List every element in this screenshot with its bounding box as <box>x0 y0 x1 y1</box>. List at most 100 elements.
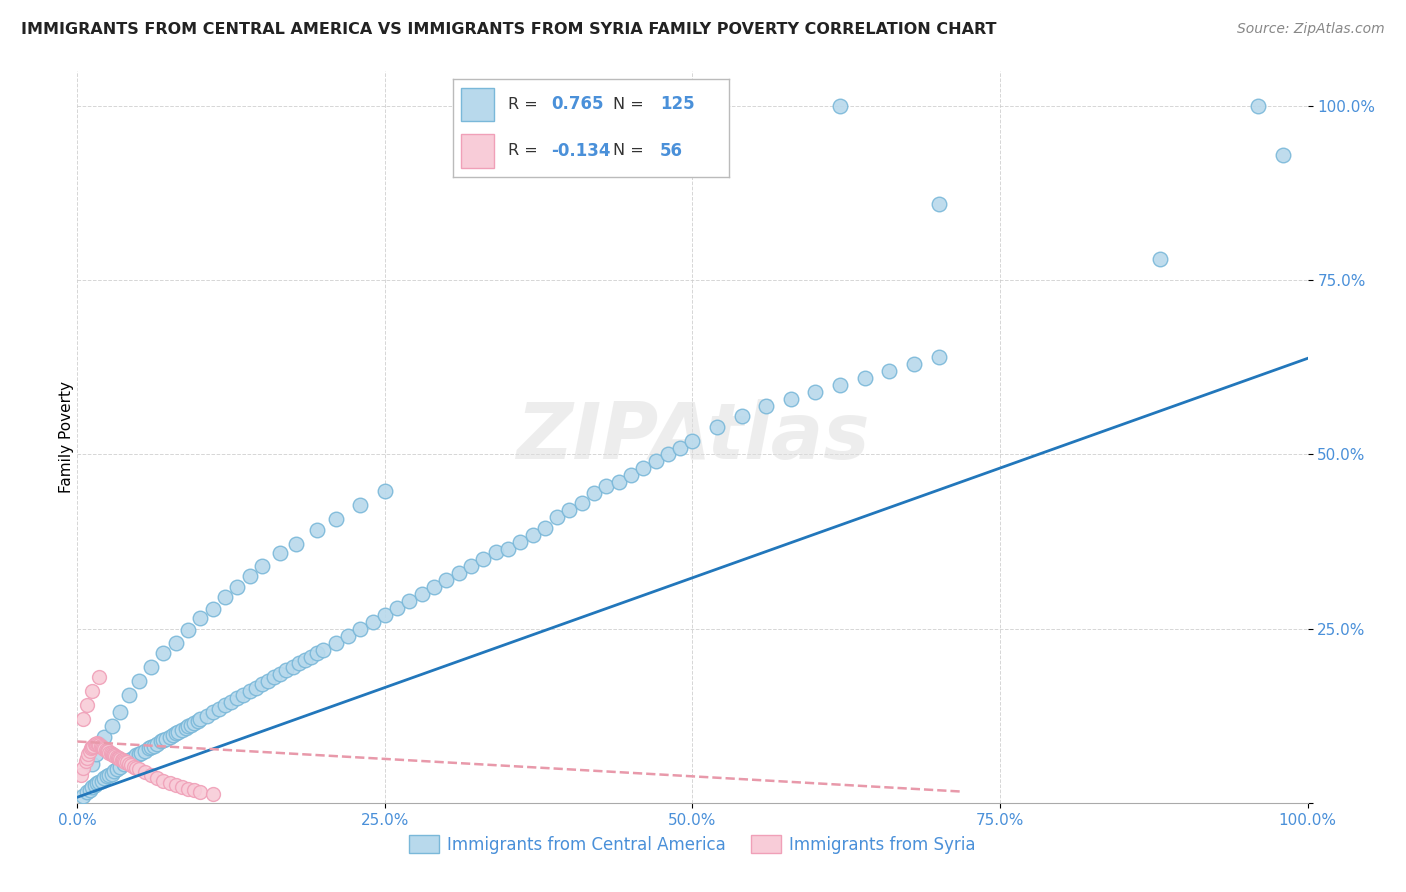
Point <box>125 761 148 775</box>
Point <box>285 536 308 550</box>
Point <box>90 773 114 788</box>
Point <box>411 587 433 601</box>
Point <box>76 785 98 799</box>
Point <box>90 739 112 753</box>
Point <box>263 670 285 684</box>
Point <box>93 730 115 744</box>
Point <box>325 511 347 525</box>
Point <box>167 724 190 739</box>
Point <box>245 681 267 695</box>
Point <box>90 740 114 755</box>
Point <box>644 454 666 468</box>
Point <box>219 695 242 709</box>
Point <box>595 479 617 493</box>
Point <box>361 615 384 629</box>
Point <box>84 737 107 751</box>
Point <box>76 750 98 764</box>
Point <box>165 635 187 649</box>
Point <box>76 698 98 713</box>
Point <box>150 734 173 748</box>
Point <box>239 569 262 583</box>
Point <box>496 541 519 556</box>
Point <box>93 772 115 786</box>
Point <box>281 660 304 674</box>
Point <box>122 759 145 773</box>
Point <box>101 766 124 780</box>
Point <box>98 768 121 782</box>
Point <box>903 357 925 371</box>
Point <box>177 719 200 733</box>
Point <box>105 763 128 777</box>
Point <box>118 756 141 771</box>
Point <box>349 622 371 636</box>
Point <box>138 741 160 756</box>
Point <box>269 546 291 560</box>
Point <box>1272 148 1295 162</box>
Point <box>374 483 396 498</box>
Point <box>558 503 581 517</box>
Point <box>87 737 110 751</box>
Point <box>337 629 360 643</box>
Point <box>177 623 200 637</box>
Point <box>657 448 679 462</box>
Point <box>86 736 108 750</box>
Point <box>299 649 322 664</box>
Point <box>128 763 150 777</box>
Point <box>208 702 231 716</box>
Point <box>174 721 197 735</box>
Point <box>141 660 163 674</box>
Point <box>325 635 347 649</box>
Point <box>142 739 165 753</box>
Point <box>226 691 249 706</box>
Point <box>89 670 111 684</box>
Point <box>100 747 122 761</box>
Point <box>485 545 508 559</box>
Point <box>111 753 134 767</box>
Point <box>633 461 655 475</box>
Point <box>77 747 100 761</box>
Point <box>83 778 105 792</box>
Point <box>706 419 728 434</box>
Point <box>830 377 852 392</box>
Point <box>187 714 209 728</box>
Point <box>89 737 111 751</box>
Point <box>134 743 156 757</box>
Text: Source: ZipAtlas.com: Source: ZipAtlas.com <box>1237 22 1385 37</box>
Point <box>134 765 156 780</box>
Point <box>201 602 224 616</box>
Point <box>83 737 105 751</box>
Point <box>232 688 254 702</box>
Point <box>104 749 127 764</box>
Point <box>82 739 104 753</box>
Point <box>349 498 371 512</box>
Point <box>250 558 273 573</box>
Point <box>276 664 298 678</box>
Point <box>110 759 132 773</box>
Point <box>97 744 120 758</box>
Point <box>669 441 692 455</box>
Point <box>385 600 409 615</box>
Point <box>509 534 531 549</box>
Point <box>152 773 174 788</box>
Point <box>183 715 205 730</box>
Point <box>522 527 544 541</box>
Point <box>79 743 101 757</box>
Point <box>214 591 236 605</box>
Point <box>1149 252 1171 267</box>
Point <box>307 646 329 660</box>
Point <box>89 775 111 789</box>
Point <box>94 743 117 757</box>
Point <box>82 757 104 772</box>
Point <box>398 594 420 608</box>
Point <box>110 752 132 766</box>
Point <box>307 523 329 537</box>
Point <box>423 580 446 594</box>
Point <box>82 740 104 755</box>
Point <box>152 733 174 747</box>
Point <box>804 384 827 399</box>
Point <box>620 468 643 483</box>
Point <box>146 771 169 785</box>
Point <box>70 768 93 782</box>
Point <box>780 392 803 406</box>
Point <box>269 667 291 681</box>
